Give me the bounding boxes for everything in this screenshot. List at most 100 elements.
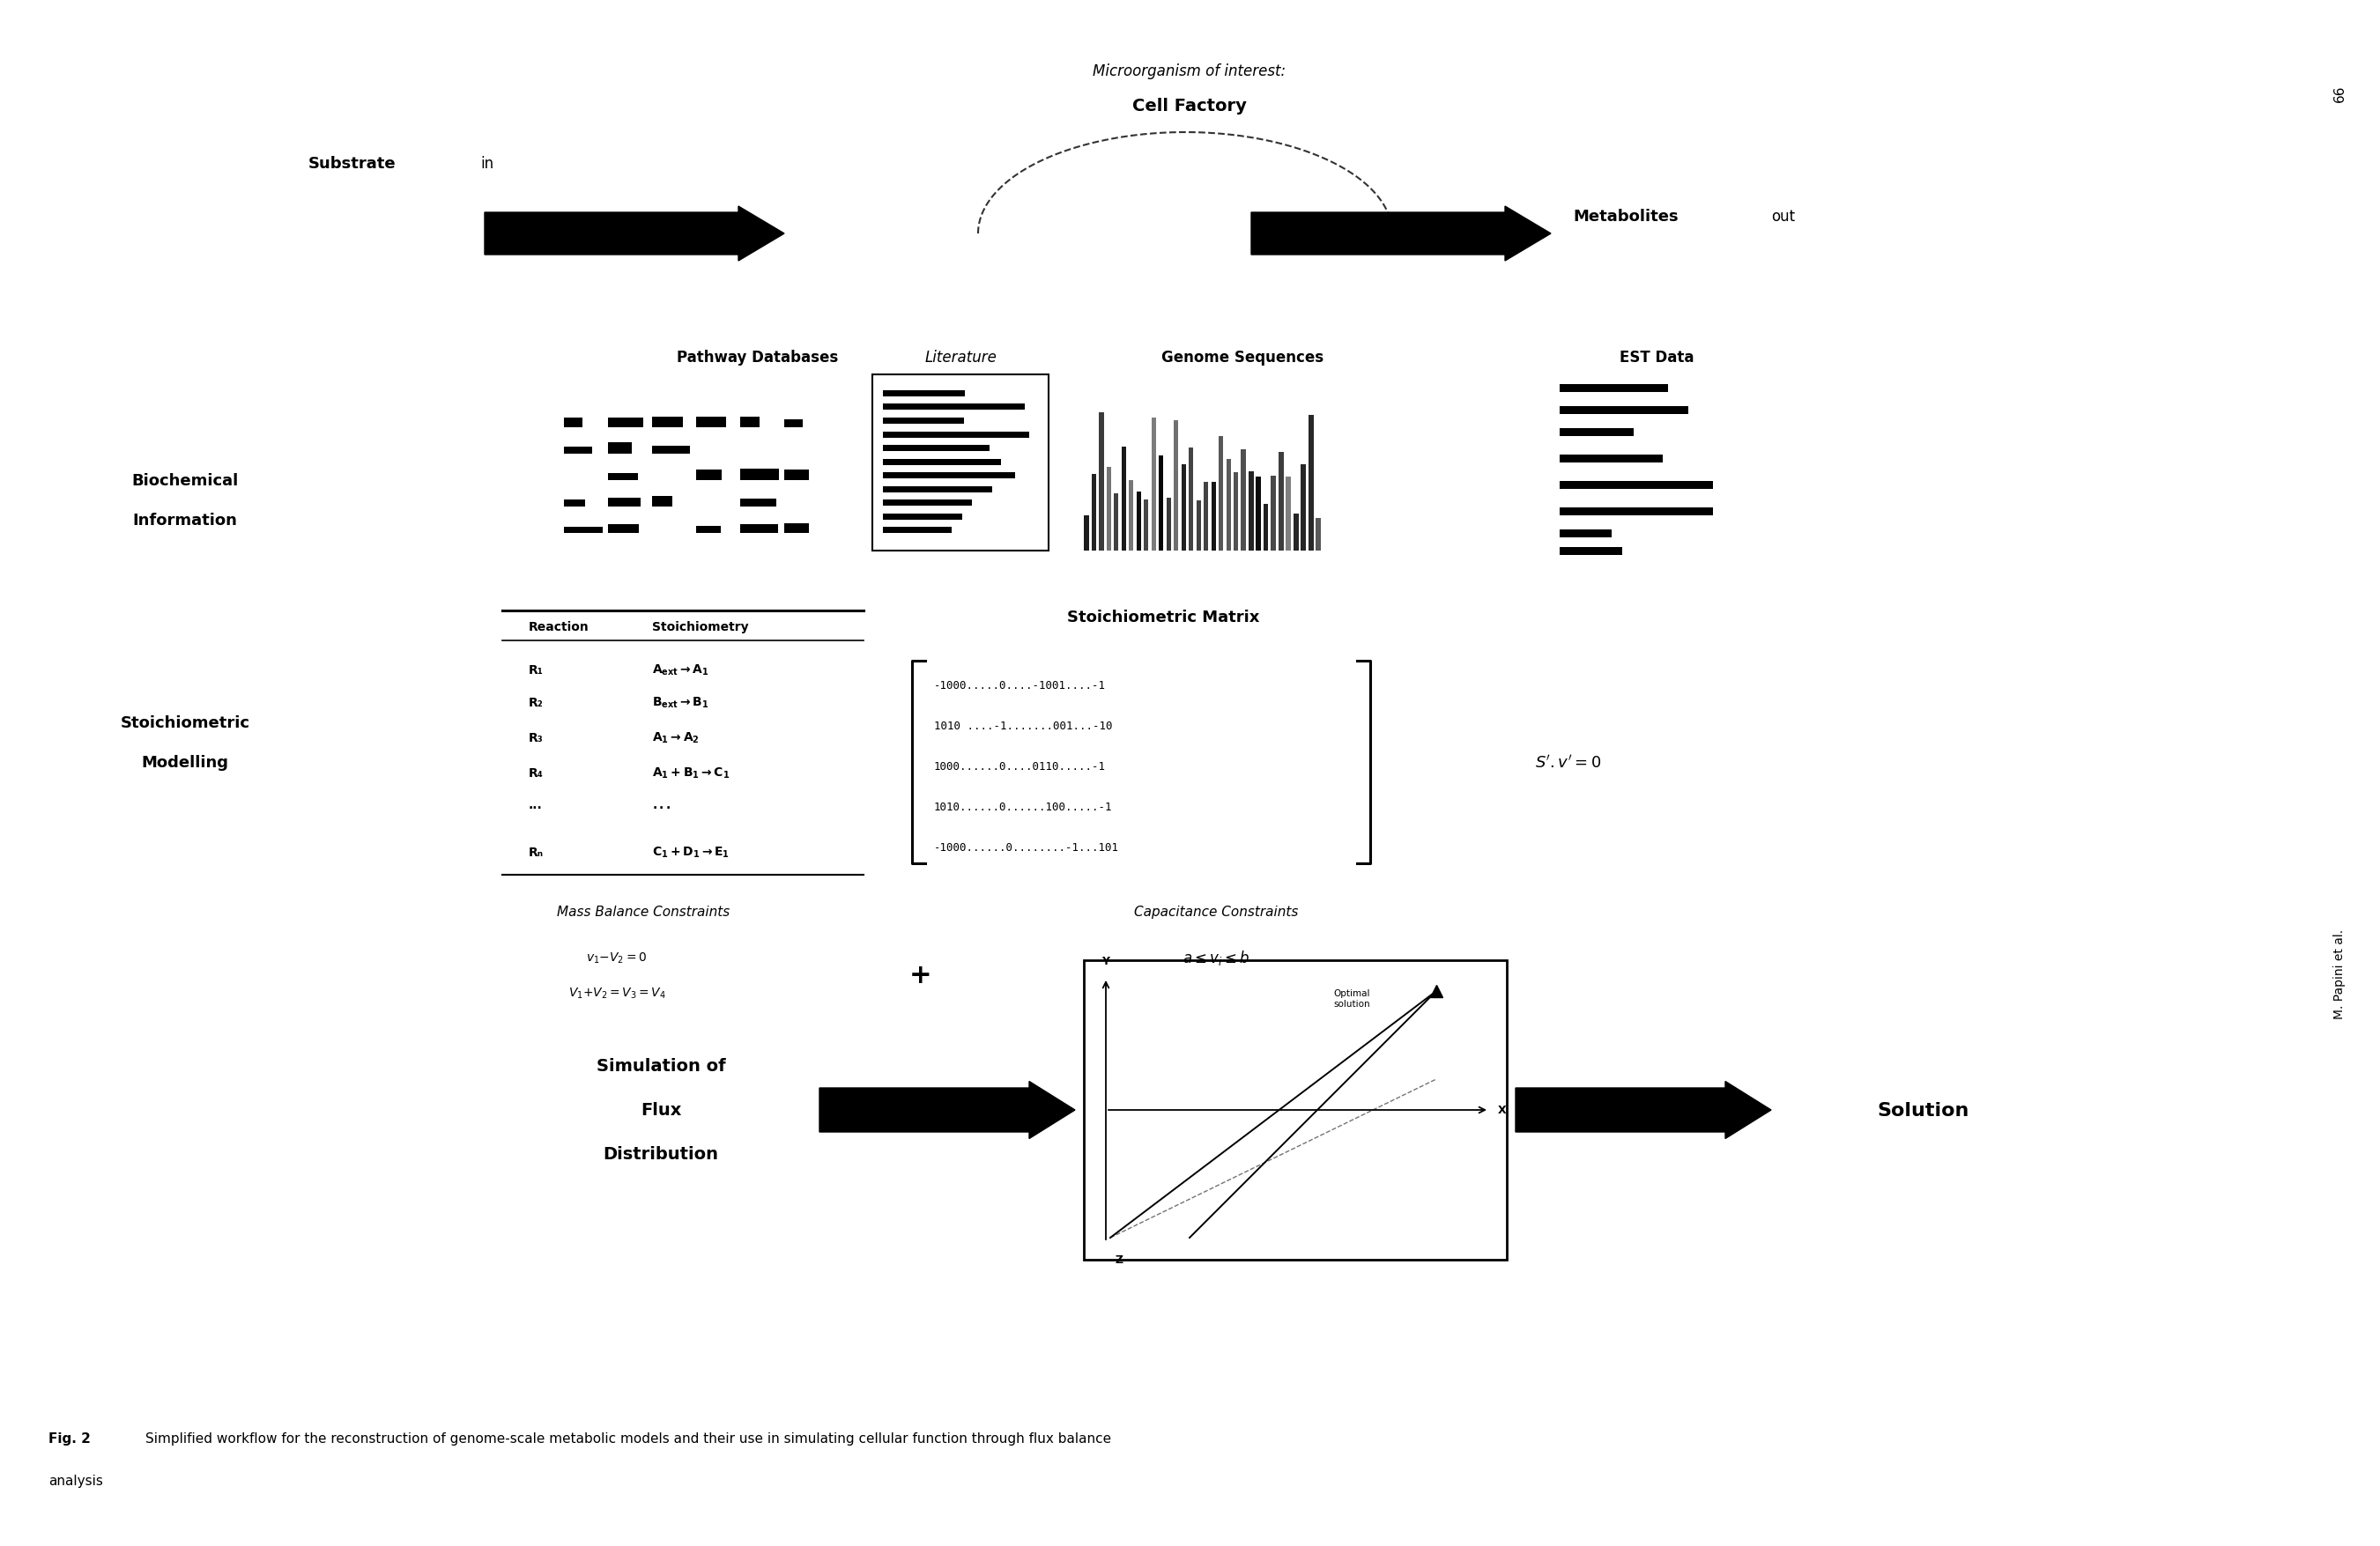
FancyBboxPatch shape	[873, 376, 1050, 550]
Bar	[1145, 501, 1150, 550]
Text: analysis: analysis	[48, 1473, 102, 1487]
Bar	[564, 447, 593, 455]
Text: 1010 ....-1.......001...-10: 1010 ....-1.......001...-10	[933, 720, 1111, 733]
Bar	[564, 527, 602, 533]
Text: Distribution: Distribution	[602, 1146, 719, 1163]
Text: Capacitance Constraints: Capacitance Constraints	[1133, 906, 1297, 918]
Bar	[695, 417, 726, 428]
Text: 1000......0....0110.....-1: 1000......0....0110.....-1	[933, 761, 1107, 773]
Text: EST Data: EST Data	[1618, 349, 1695, 365]
FancyBboxPatch shape	[1083, 960, 1507, 1260]
Text: $\mathbf{B_{ext} \rightarrow B_1}$: $\mathbf{B_{ext} \rightarrow B_1}$	[652, 696, 709, 710]
Bar	[1250, 472, 1254, 550]
Bar	[1100, 413, 1104, 550]
Text: Mass Balance Constraints: Mass Balance Constraints	[557, 906, 731, 918]
Bar	[564, 501, 585, 507]
Bar	[607, 524, 640, 533]
Bar	[1559, 530, 1611, 538]
Bar	[883, 405, 1026, 411]
Bar	[1302, 465, 1307, 550]
Bar	[1166, 498, 1171, 550]
Bar	[1295, 515, 1299, 550]
Bar	[652, 417, 683, 428]
Text: in: in	[481, 156, 493, 172]
Bar	[1188, 448, 1192, 550]
Bar	[740, 470, 778, 481]
Bar	[1559, 455, 1661, 464]
Text: $S'.v' = 0$: $S'.v' = 0$	[1535, 754, 1602, 771]
Text: Optimal
solution: Optimal solution	[1333, 989, 1371, 1008]
FancyArrow shape	[1516, 1082, 1771, 1139]
Bar	[1559, 547, 1623, 555]
Text: Flux: Flux	[640, 1102, 681, 1119]
Text: R₂: R₂	[528, 696, 543, 708]
Bar	[1180, 465, 1185, 550]
Bar	[1114, 495, 1119, 550]
Bar	[1559, 407, 1687, 414]
Text: Pathway Databases: Pathway Databases	[676, 349, 838, 365]
Text: $\mathbf{A_1 + B_1 \rightarrow C_1}$: $\mathbf{A_1 + B_1 \rightarrow C_1}$	[652, 765, 731, 781]
Bar	[1559, 428, 1633, 436]
Bar	[607, 444, 633, 455]
Bar	[740, 524, 778, 533]
Bar	[883, 513, 962, 519]
Text: Y: Y	[1102, 955, 1109, 966]
Text: Literature: Literature	[923, 349, 997, 365]
Bar	[564, 419, 583, 428]
Bar	[883, 445, 990, 451]
Text: Substrate: Substrate	[309, 156, 395, 172]
Text: Stoichiometry: Stoichiometry	[652, 620, 750, 632]
Text: Reaction: Reaction	[528, 620, 590, 632]
FancyArrow shape	[1252, 207, 1552, 261]
Bar	[1257, 478, 1261, 550]
Bar	[1173, 421, 1178, 550]
Bar	[1278, 451, 1283, 550]
Bar	[1083, 516, 1088, 550]
Text: $a \leq v_i \leq b$: $a \leq v_i \leq b$	[1183, 949, 1250, 968]
Text: Metabolites: Metabolites	[1573, 209, 1678, 224]
Text: Microorganism of interest:: Microorganism of interest:	[1092, 63, 1285, 79]
Bar	[1559, 385, 1668, 393]
Bar	[1559, 509, 1714, 516]
Bar	[695, 527, 721, 533]
Text: $V_1\mathsf{+}V_2\mathsf{=}V_3\mathsf{=}V_4$: $V_1\mathsf{+}V_2\mathsf{=}V_3\mathsf{=}…	[569, 986, 666, 1000]
Text: M. Papini et al.: M. Papini et al.	[2332, 929, 2347, 1019]
Bar	[785, 524, 809, 533]
Bar	[1204, 482, 1209, 550]
Bar	[1219, 438, 1223, 550]
Text: Biochemical: Biochemical	[131, 473, 238, 489]
Text: Fig. 2: Fig. 2	[48, 1432, 90, 1446]
Bar	[652, 496, 671, 507]
Bar	[785, 421, 802, 428]
Bar	[1107, 467, 1111, 550]
Text: $\mathbf{A_1 \rightarrow A_2}$: $\mathbf{A_1 \rightarrow A_2}$	[652, 731, 700, 745]
Bar	[1316, 518, 1321, 550]
Bar	[740, 499, 776, 507]
Text: +: +	[909, 963, 933, 988]
Bar	[652, 447, 690, 455]
Bar	[1559, 482, 1714, 490]
Bar	[1226, 459, 1230, 550]
Bar	[883, 527, 952, 533]
Text: Solution: Solution	[1878, 1101, 1968, 1119]
Text: R₄: R₄	[528, 767, 543, 779]
Bar	[883, 419, 964, 424]
Text: ...: ...	[528, 799, 543, 810]
Text: R₁: R₁	[528, 663, 543, 676]
Text: 66: 66	[2332, 85, 2347, 102]
Text: X: X	[1497, 1104, 1507, 1116]
Bar	[607, 499, 640, 507]
Bar	[1152, 417, 1157, 550]
Bar	[1233, 473, 1238, 550]
Text: -1000......0........-1...101: -1000......0........-1...101	[933, 843, 1119, 853]
Text: Simulation of: Simulation of	[597, 1057, 726, 1074]
Bar	[740, 417, 759, 428]
Bar	[1285, 478, 1290, 550]
Bar	[883, 431, 1031, 438]
Bar	[883, 473, 1016, 479]
Bar	[1092, 475, 1097, 550]
Bar	[1240, 450, 1247, 550]
Text: Cell Factory: Cell Factory	[1133, 97, 1247, 114]
Bar	[883, 459, 1002, 465]
Text: Stoichiometric Matrix: Stoichiometric Matrix	[1066, 609, 1259, 625]
